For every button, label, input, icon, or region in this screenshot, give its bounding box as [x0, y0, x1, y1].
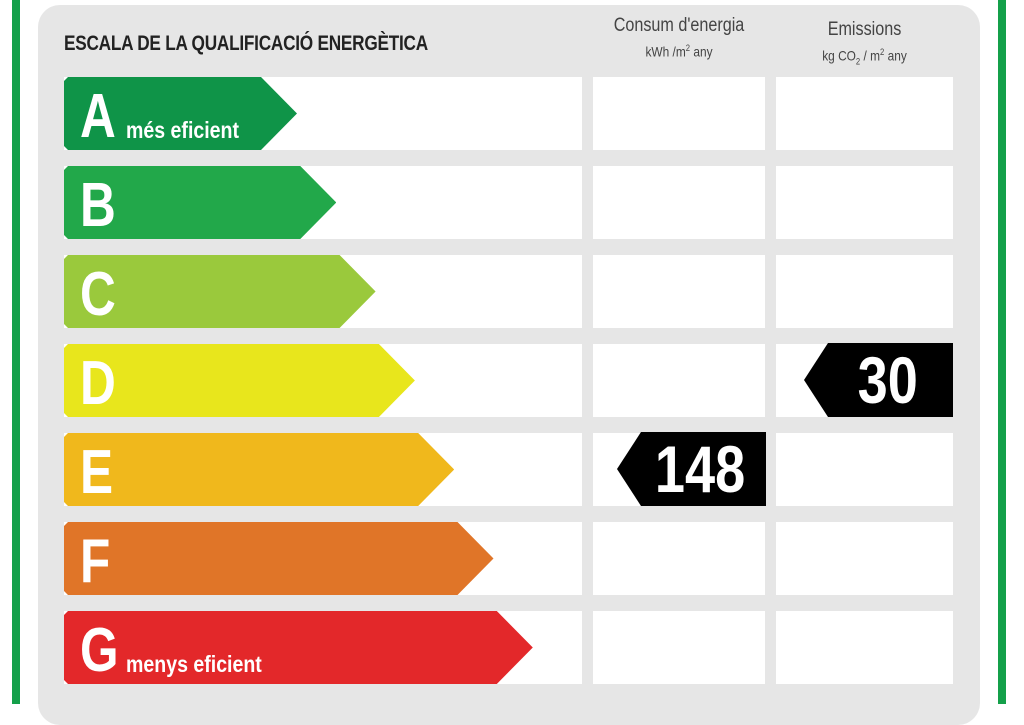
class-row-f: F: [0, 522, 1024, 595]
class-row-e: E 148: [0, 432, 1024, 506]
consum-cell: [593, 344, 765, 417]
class-row-a: A més eficient: [0, 77, 1024, 150]
emissions-header: Emissions kg CO2 / m2 any: [822, 19, 907, 67]
class-row-g: G menys eficient: [0, 611, 1024, 684]
class-arrow: D: [64, 344, 415, 417]
class-letter: D: [80, 349, 116, 418]
emissions-value-badge: 30: [804, 343, 953, 417]
label-title: ESCALA DE LA QUALIFICACIÓ ENERGÈTICA: [64, 32, 428, 55]
green-border-right: [998, 0, 1006, 704]
emissions-cell: [776, 77, 953, 150]
class-arrow: F: [64, 522, 494, 595]
consum-value-badge: 148: [617, 432, 766, 506]
emissions-cell: [776, 611, 953, 684]
class-letter: C: [80, 260, 116, 329]
emissions-cell: [776, 166, 953, 239]
class-label: més eficient: [126, 117, 240, 143]
consum-cell: [593, 255, 765, 328]
emissions-cell: [776, 522, 953, 595]
class-arrow: E: [64, 433, 454, 506]
class-arrow: C: [64, 255, 376, 328]
green-border-left: [12, 0, 20, 704]
class-arrow: B: [64, 166, 336, 239]
consum-cell: [593, 77, 765, 150]
class-letter: A: [80, 82, 116, 151]
class-letter: F: [80, 527, 111, 596]
class-letter: G: [80, 616, 119, 685]
consum-cell: [593, 522, 765, 595]
consum-cell: [593, 611, 765, 684]
emissions-cell: [776, 255, 953, 328]
class-row-b: B: [0, 166, 1024, 239]
emissions-cell: [776, 433, 953, 506]
class-letter: E: [80, 438, 114, 507]
class-row-c: C: [0, 255, 1024, 328]
class-arrow: G menys eficient: [64, 611, 533, 684]
class-arrow: A més eficient: [64, 77, 297, 150]
class-letter: B: [80, 171, 116, 240]
consum-header: Consum d'energia kWh /m2 any: [613, 15, 745, 60]
consum-cell: [593, 166, 765, 239]
class-row-d: D 30: [0, 343, 1024, 417]
class-label: menys eficient: [126, 651, 262, 677]
